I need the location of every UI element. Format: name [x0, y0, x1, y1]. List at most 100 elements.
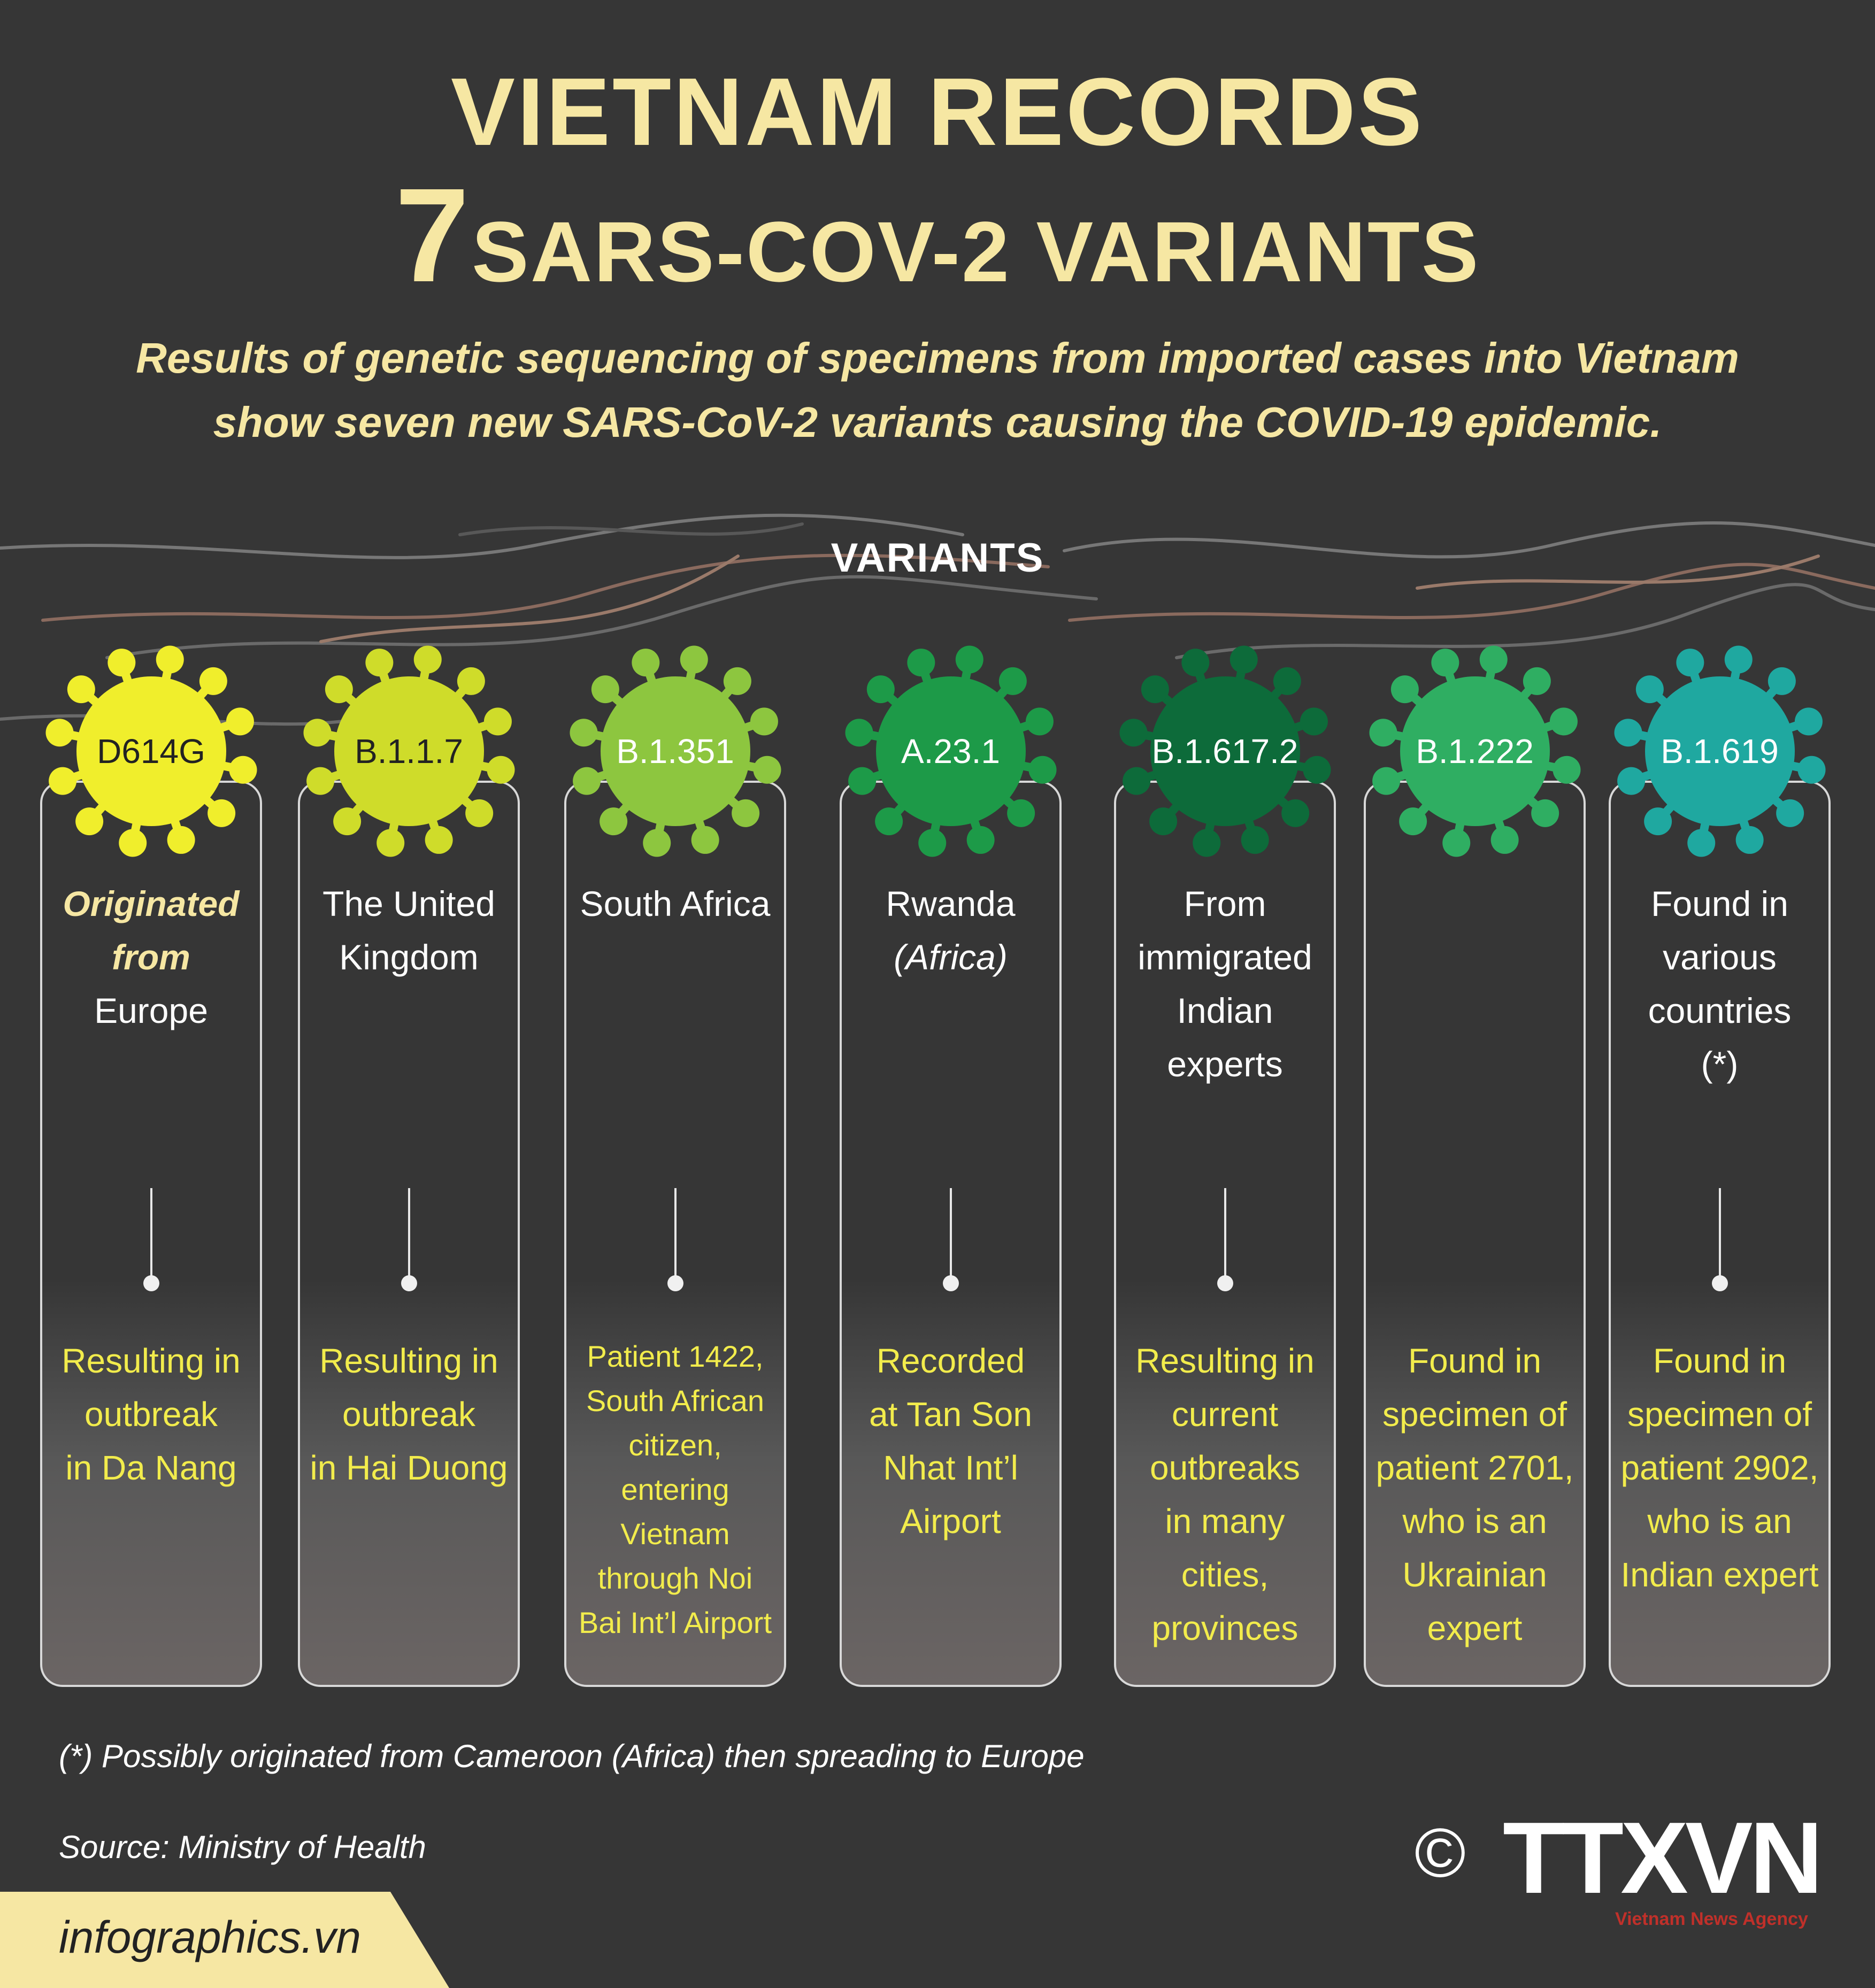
origin-line: South Africa [580, 884, 771, 923]
origin-line: The United [322, 884, 495, 923]
variant-code: B.1.617.2 [1151, 732, 1298, 770]
result-line: Bai Int’l Airport [578, 1606, 772, 1639]
variant-code: B.1.619 [1661, 732, 1779, 770]
title-line-2: 7 SARS-COV-2 VARIANTS [0, 168, 1875, 338]
result-line: South African [586, 1384, 765, 1417]
variant-result: Resulting in outbreak in Hai Duong [297, 1334, 521, 1494]
variant-card [1364, 781, 1586, 1687]
virus-icon [1369, 645, 1581, 857]
result-line: at Tan Son [869, 1395, 1032, 1434]
result-line: Nhat Int’l [883, 1448, 1018, 1487]
origin-line: Indian [1177, 991, 1273, 1030]
result-line: in Hai Duong [310, 1448, 508, 1487]
logo-subtext: Vietnam News Agency [1615, 1909, 1808, 1929]
result-line: current [1171, 1395, 1279, 1434]
variant-result: Resulting in current outbreaks in many citie… [1113, 1334, 1338, 1655]
result-line: outbreaks [1149, 1448, 1301, 1487]
origin-line: Found in [1651, 884, 1788, 923]
result-line: specimen of [1382, 1395, 1567, 1434]
connector-dot [942, 1275, 959, 1291]
result-line: outbreak [84, 1395, 218, 1434]
connector-line [949, 1188, 952, 1279]
result-line: Found in [1653, 1342, 1787, 1380]
variant-code: B.1.351 [616, 732, 734, 770]
connector-line [150, 1188, 152, 1279]
virus-icon [569, 645, 781, 857]
variant-origin: The United Kingdom [294, 877, 524, 984]
virus-icon [303, 645, 515, 857]
variant-origin: Rwanda (Africa) [836, 877, 1066, 984]
result-line: Resulting in [1135, 1342, 1315, 1380]
origin-line: (Africa) [894, 937, 1008, 977]
result-line: expert [1427, 1609, 1523, 1647]
virus-icon [844, 645, 1057, 857]
result-line: Ukrainian [1402, 1555, 1547, 1594]
result-line: entering [621, 1473, 729, 1506]
origin-line: various [1663, 937, 1777, 977]
variant-count: 7 [395, 160, 470, 310]
section-label: VARIANTS [831, 535, 1044, 581]
origin-line: From [1184, 884, 1266, 923]
footnote: (*) Possibly originated from Cameroon (A… [59, 1738, 1085, 1774]
variant-origin: South Africa [560, 877, 790, 930]
brand-bar [0, 1892, 449, 1988]
result-line: patient 2701, [1375, 1448, 1574, 1487]
ttxvn-logo: TTXVN [1503, 1801, 1823, 1915]
origin-prefix: Originated [63, 884, 240, 923]
variant-code: B.1.222 [1416, 732, 1534, 770]
variant-code: A.23.1 [901, 732, 1001, 770]
origin-prefix: from [112, 937, 190, 977]
result-line: outbreak [342, 1395, 476, 1434]
result-line: through Noi [597, 1561, 753, 1595]
result-line: cities, [1181, 1555, 1269, 1594]
connector-dot [401, 1275, 417, 1291]
result-line: specimen of [1627, 1395, 1812, 1434]
result-line: Resulting in [319, 1342, 498, 1380]
brand-name: infographics.vn [59, 1912, 361, 1962]
origin-line: Rwanda [886, 884, 1016, 923]
connector-line [674, 1188, 677, 1279]
subtitle-line-1: Results of genetic sequencing of specime… [136, 334, 1739, 382]
result-line: Vietnam [620, 1517, 730, 1551]
variant-code: B.1.1.7 [355, 732, 463, 770]
result-line: patient 2902, [1620, 1448, 1819, 1487]
virus-icon [1613, 645, 1826, 857]
virus-icon [45, 645, 257, 857]
connector-dot [143, 1275, 159, 1291]
origin-line: immigrated [1138, 937, 1312, 977]
connector-dot [667, 1275, 683, 1291]
subtitle: Results of genetic sequencing of specime… [0, 326, 1875, 454]
connector-dot [1217, 1275, 1233, 1291]
connector-line [1718, 1188, 1721, 1279]
origin-line: Europe [94, 991, 208, 1030]
copyright-symbol: © [1415, 1814, 1466, 1892]
source-note: Source: Ministry of Health [59, 1829, 426, 1865]
variant-origin: Found in various countries (*) [1605, 877, 1835, 1091]
origin-line: (*) [1701, 1044, 1739, 1084]
origin-line: experts [1167, 1044, 1283, 1084]
title-variants-text: SARS-COV-2 VARIANTS [472, 204, 1480, 299]
variant-result: Found in specimen of patient 2902, who is a… [1608, 1334, 1832, 1601]
title-line-1: VIETNAM RECORDS [450, 58, 1425, 166]
result-line: provinces [1151, 1609, 1298, 1647]
connector-line [1224, 1188, 1226, 1279]
result-line: in Da Nang [65, 1448, 237, 1487]
origin-line: countries [1648, 991, 1792, 1030]
origin-line: Kingdom [339, 937, 479, 977]
variant-result: Resulting in outbreak in Da Nang [39, 1334, 264, 1494]
result-line: Airport [900, 1502, 1001, 1540]
result-line: Patient 1422, [587, 1339, 764, 1373]
connector-dot [1711, 1275, 1728, 1291]
variant-origin: Originated from Europe [36, 877, 266, 1037]
result-line: who is an [1402, 1502, 1547, 1540]
variant-result: Found in specimen of patient 2701, who is a… [1363, 1334, 1587, 1655]
result-line: Indian expert [1620, 1555, 1819, 1594]
variant-result: Recorded at Tan Son Nhat Int’l Airport [839, 1334, 1063, 1548]
variant-code: D614G [97, 732, 205, 770]
subtitle-line-2: show seven new SARS-CoV-2 variants causi… [213, 398, 1662, 446]
result-line: citizen, [628, 1428, 722, 1462]
variant-origin: From immigrated Indian experts [1110, 877, 1340, 1091]
result-line: who is an [1647, 1502, 1792, 1540]
connector-line [408, 1188, 410, 1279]
result-line: Found in [1408, 1342, 1542, 1380]
